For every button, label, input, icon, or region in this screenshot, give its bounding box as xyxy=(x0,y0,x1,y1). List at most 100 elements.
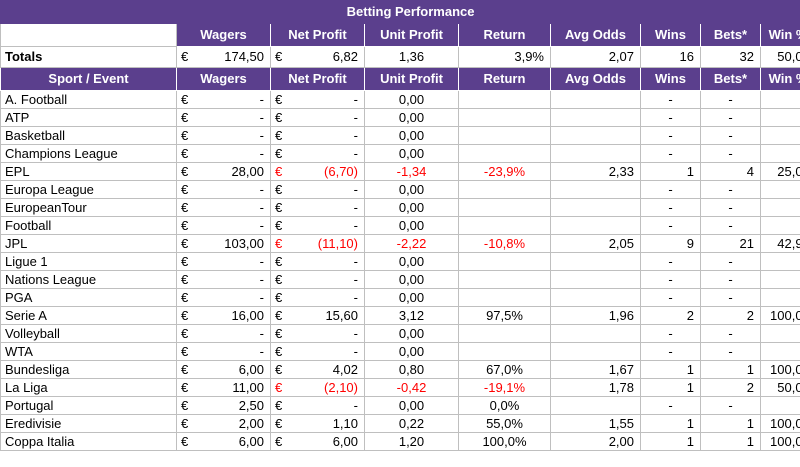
row-net-profit: - xyxy=(288,324,365,343)
totals-wagers: 174,50 xyxy=(194,46,271,68)
row-wins: - xyxy=(640,270,701,289)
table-row: EuropeanTour € - € -0,00- - xyxy=(0,198,800,217)
currency-symbol: € xyxy=(176,144,195,163)
currency-symbol: € xyxy=(176,108,195,127)
table-row: WTA € - € -0,00- - xyxy=(0,342,800,361)
currency-symbol: € xyxy=(270,288,289,307)
row-wagers: - xyxy=(194,108,271,127)
sport-name: Coppa Italia xyxy=(0,432,177,451)
row-win-pct: 100,0% xyxy=(759,432,800,451)
row-return: 97,5% xyxy=(458,306,551,325)
row-wins: - xyxy=(640,288,701,307)
table-row: Bundesliga€6,00€4,020,8067,0%1,6711100,0… xyxy=(0,360,800,379)
row-win-pct xyxy=(759,270,800,289)
currency-symbol: € xyxy=(270,144,289,163)
currency-symbol: € xyxy=(176,252,195,271)
row-net-profit: (6,70) xyxy=(288,162,365,181)
sport-name: EuropeanTour xyxy=(0,198,177,217)
row-win-pct: 100,0% xyxy=(759,306,800,325)
currency-symbol: € xyxy=(270,378,289,397)
row-wins: - xyxy=(640,396,701,415)
row-avg-odds: 2,33 xyxy=(550,162,641,181)
row-wins: 1 xyxy=(640,162,701,181)
row-net-profit: - xyxy=(288,270,365,289)
header-return: Return xyxy=(458,67,551,91)
row-avg-odds xyxy=(550,288,641,307)
header-wagers: Wagers xyxy=(176,23,271,47)
currency-symbol: € xyxy=(270,126,289,145)
currency-symbol: € xyxy=(270,252,289,271)
row-avg-odds xyxy=(550,90,641,109)
currency-symbol: € xyxy=(270,46,289,68)
header-win-pct: Win %* xyxy=(759,67,800,91)
currency-symbol: € xyxy=(270,270,289,289)
row-net-profit: - xyxy=(288,216,365,235)
row-return: -23,9% xyxy=(458,162,551,181)
row-win-pct xyxy=(759,108,800,127)
row-bets: 21 xyxy=(700,234,761,253)
row-bets: 2 xyxy=(700,306,761,325)
row-wagers: 6,00 xyxy=(194,360,271,379)
row-unit-profit: 0,00 xyxy=(364,144,459,163)
row-win-pct xyxy=(759,180,800,199)
row-win-pct xyxy=(759,126,800,145)
currency-symbol: € xyxy=(176,342,195,361)
row-return xyxy=(458,216,551,235)
row-net-profit: 1,10 xyxy=(288,414,365,433)
row-bets: - xyxy=(700,126,761,145)
row-unit-profit: 3,12 xyxy=(364,306,459,325)
currency-symbol: € xyxy=(176,432,195,451)
row-return: -10,8% xyxy=(458,234,551,253)
sport-name: Serie A xyxy=(0,306,177,325)
row-wagers: - xyxy=(194,252,271,271)
table-row: Eredivisie€2,00€1,100,2255,0%1,5511100,0… xyxy=(0,414,800,433)
sport-name: Champions League xyxy=(0,144,177,163)
row-net-profit: 15,60 xyxy=(288,306,365,325)
row-win-pct xyxy=(759,342,800,361)
row-bets: 2 xyxy=(700,378,761,397)
row-return xyxy=(458,198,551,217)
row-net-profit: - xyxy=(288,198,365,217)
currency-symbol: € xyxy=(270,414,289,433)
totals-avg-odds: 2,07 xyxy=(550,46,641,68)
sport-name: A. Football xyxy=(0,90,177,109)
sport-name: JPL xyxy=(0,234,177,253)
row-win-pct xyxy=(759,198,800,217)
row-unit-profit: 0,00 xyxy=(364,180,459,199)
currency-symbol: € xyxy=(270,234,289,253)
currency-symbol: € xyxy=(176,378,195,397)
totals-label: Totals xyxy=(0,46,177,68)
table-row: A. Football € - € -0,00- - xyxy=(0,90,800,109)
sport-name: ATP xyxy=(0,108,177,127)
header-unit-profit: Unit Profit xyxy=(364,23,459,47)
currency-symbol: € xyxy=(270,198,289,217)
table-row: PGA € - € -0,00- - xyxy=(0,288,800,307)
row-avg-odds: 1,55 xyxy=(550,414,641,433)
table-row: Volleyball € - € -0,00- - xyxy=(0,324,800,343)
row-win-pct xyxy=(759,324,800,343)
row-bets: 4 xyxy=(700,162,761,181)
row-wagers: 28,00 xyxy=(194,162,271,181)
row-avg-odds: 1,67 xyxy=(550,360,641,379)
sport-name: Europa League xyxy=(0,180,177,199)
table-row: Basketball € - € -0,00- - xyxy=(0,126,800,145)
currency-symbol: € xyxy=(270,90,289,109)
row-wins: - xyxy=(640,126,701,145)
row-wagers: - xyxy=(194,180,271,199)
betting-performance-table: Betting Performance Wagers Net Profit Un… xyxy=(0,0,800,451)
row-wins: - xyxy=(640,144,701,163)
row-return xyxy=(458,270,551,289)
row-bets: - xyxy=(700,108,761,127)
table-row: Portugal €2,50 € -0,00 0,0% - - xyxy=(0,396,800,415)
sport-name: La Liga xyxy=(0,378,177,397)
table-row: Ligue 1 € - € -0,00- - xyxy=(0,252,800,271)
header-wagers: Wagers xyxy=(176,67,271,91)
row-return xyxy=(458,144,551,163)
row-net-profit: - xyxy=(288,126,365,145)
row-net-profit: - xyxy=(288,288,365,307)
row-return xyxy=(458,324,551,343)
header-avg-odds: Avg Odds xyxy=(550,67,641,91)
currency-symbol: € xyxy=(270,396,289,415)
row-bets: - xyxy=(700,342,761,361)
